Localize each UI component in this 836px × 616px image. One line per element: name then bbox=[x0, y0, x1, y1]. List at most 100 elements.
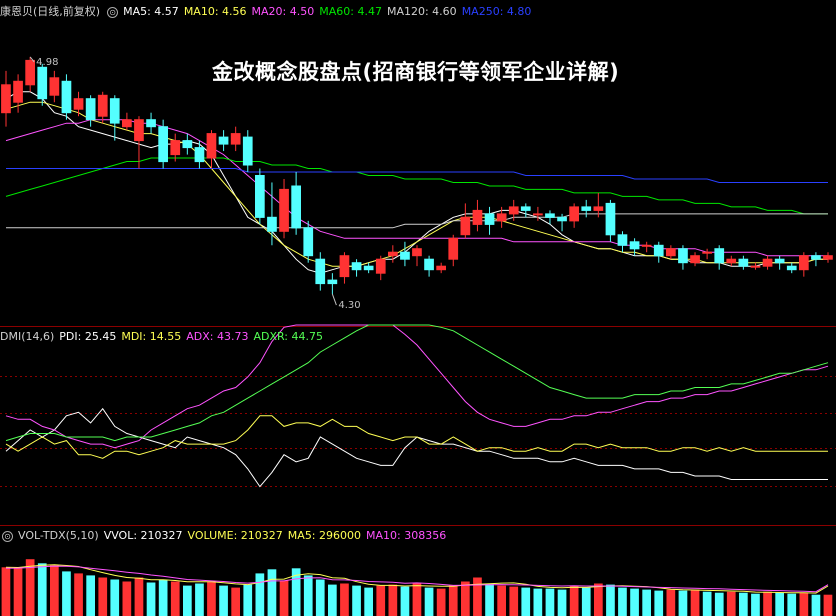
volume-bar bbox=[642, 589, 651, 616]
candle bbox=[351, 259, 362, 277]
candle-body bbox=[279, 188, 289, 232]
volume-ma5-line bbox=[5, 564, 829, 594]
volume-moving-averages bbox=[5, 564, 829, 594]
candle-body bbox=[291, 185, 301, 229]
candle-body bbox=[218, 136, 229, 145]
volume-bar bbox=[146, 582, 156, 616]
candle-body bbox=[750, 265, 761, 268]
candle bbox=[653, 241, 664, 263]
candle bbox=[823, 252, 833, 263]
candle bbox=[726, 255, 737, 267]
candle bbox=[363, 262, 374, 274]
candlestick-series bbox=[1, 56, 833, 295]
candle-body bbox=[339, 255, 350, 278]
candle bbox=[1, 70, 11, 127]
ma120-line bbox=[6, 213, 828, 229]
candle bbox=[158, 119, 169, 169]
ma60-label: MA60: 4.47 bbox=[319, 5, 382, 18]
volume-bar bbox=[630, 588, 639, 616]
candle-body bbox=[412, 248, 422, 257]
volume-bar bbox=[74, 573, 83, 616]
volume-title[interactable]: VOL-TDX(5,10) bbox=[18, 529, 99, 542]
candle-body bbox=[13, 80, 23, 103]
panel-separators bbox=[0, 326, 836, 526]
settings-circle-icon[interactable]: ⊙ bbox=[107, 6, 119, 18]
candle-body bbox=[1, 84, 11, 114]
candle-body bbox=[496, 213, 507, 222]
volume-bar bbox=[581, 587, 591, 616]
volume-bar bbox=[666, 589, 676, 616]
candle-body bbox=[315, 258, 326, 285]
adx-label: ADX: 43.73 bbox=[186, 330, 249, 343]
volume-bar bbox=[412, 583, 422, 616]
candle-body bbox=[641, 244, 652, 247]
candle bbox=[375, 255, 386, 281]
candle-body bbox=[400, 251, 410, 260]
vol-ma5-label: MA5: 296000 bbox=[287, 529, 362, 542]
candle-body bbox=[303, 227, 314, 257]
candle-body bbox=[472, 209, 483, 225]
volume-bar bbox=[424, 587, 434, 616]
mdi-line bbox=[5, 415, 828, 459]
volume-bar bbox=[195, 583, 204, 616]
volume-bar bbox=[739, 592, 748, 616]
candle-body bbox=[424, 258, 434, 271]
volume-bar bbox=[545, 588, 555, 616]
candle bbox=[569, 203, 579, 228]
candle bbox=[230, 126, 241, 152]
candle-body bbox=[448, 237, 459, 260]
ma250-line bbox=[6, 168, 828, 183]
candle bbox=[97, 91, 108, 124]
candle bbox=[206, 130, 217, 169]
candle-body bbox=[799, 255, 809, 271]
ma20-label: MA20: 4.50 bbox=[251, 5, 315, 18]
candle-body bbox=[738, 258, 749, 267]
volume-bar bbox=[158, 579, 168, 616]
annotation-leader bbox=[29, 56, 35, 63]
candle bbox=[303, 220, 314, 263]
price-annotations: 4.98 4.30 bbox=[29, 56, 361, 311]
candle bbox=[786, 262, 797, 274]
candle-body bbox=[653, 244, 664, 257]
candle bbox=[242, 130, 253, 172]
candle bbox=[629, 238, 640, 256]
candle-body bbox=[37, 66, 48, 100]
candle bbox=[666, 245, 676, 260]
pdi-line bbox=[5, 407, 828, 488]
volume-bar bbox=[497, 585, 506, 616]
candle bbox=[339, 252, 350, 284]
stock-name[interactable]: 康恩贝(日线,前复权) bbox=[0, 5, 101, 18]
candle bbox=[508, 199, 519, 221]
volume-bar bbox=[714, 592, 724, 616]
candle bbox=[774, 255, 785, 270]
volume-bar bbox=[521, 587, 531, 616]
candle bbox=[714, 245, 725, 270]
candle-body bbox=[182, 140, 193, 149]
candle-body bbox=[267, 216, 277, 232]
candle bbox=[617, 231, 628, 253]
candle-body bbox=[388, 251, 398, 257]
candle-body bbox=[666, 248, 676, 257]
candle bbox=[400, 241, 410, 267]
candle bbox=[750, 262, 761, 270]
candle bbox=[109, 95, 120, 141]
volume-bar bbox=[243, 584, 253, 616]
candle-body bbox=[85, 98, 96, 121]
candle bbox=[533, 206, 543, 221]
dmi-header: DMI(14,6) PDI: 25.45 MDI: 14.55 ADX: 43.73 A… bbox=[0, 329, 328, 345]
candle bbox=[13, 74, 23, 113]
candle bbox=[593, 192, 604, 218]
volume-bar bbox=[86, 575, 95, 616]
candle bbox=[678, 245, 688, 270]
main-header: 康恩贝(日线,前复权) ⊙ MA5: 4.57 MA10: 4.56 MA20: 4.5… bbox=[0, 4, 536, 20]
volume-header: ⊙ VOL-TDX(5,10) VVOL: 210327 VOLUME: 210327… bbox=[0, 528, 451, 544]
volume-bar bbox=[25, 559, 35, 616]
dmi-title[interactable]: DMI(14,6) bbox=[0, 330, 55, 343]
candle bbox=[738, 255, 749, 270]
volume-bar bbox=[461, 581, 470, 616]
volume-bar bbox=[654, 590, 664, 616]
candle bbox=[267, 182, 277, 246]
volume-bar bbox=[763, 591, 772, 616]
settings-circle-icon[interactable]: ⊙ bbox=[2, 530, 13, 542]
